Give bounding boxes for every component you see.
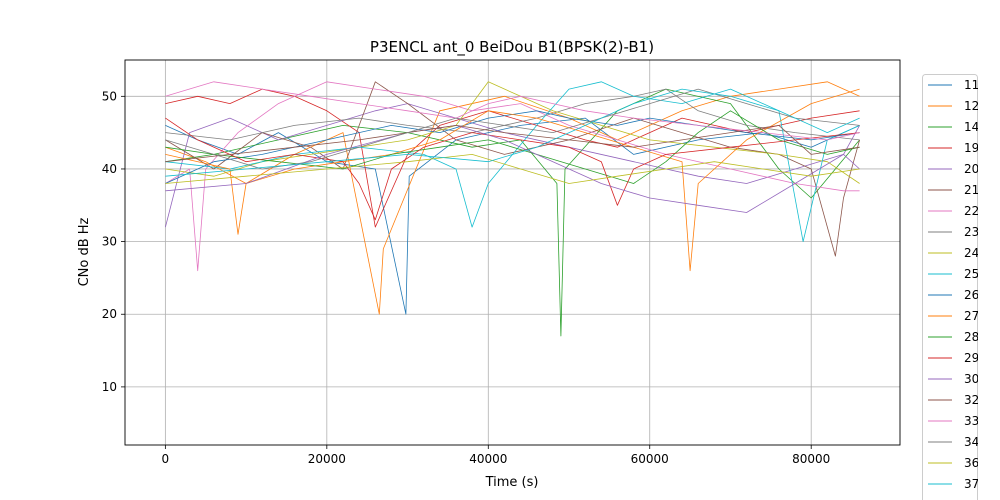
series-20-line — [165, 103, 860, 228]
legend: 11 12 14 19 20 21 22 23 24 25 26 27 28 29 30 32 33 34 36 37 — [922, 74, 978, 500]
series-29-line — [165, 117, 860, 221]
legend-label: 11 — [964, 78, 978, 92]
legend-label: 34 — [964, 435, 978, 449]
x-axis-label: Time (s) — [485, 475, 539, 490]
legend-label: 29 — [964, 351, 978, 365]
series-33-line — [165, 81, 860, 141]
legend-label: 22 — [964, 204, 978, 218]
legend-frame — [922, 74, 978, 500]
series-lines — [165, 81, 860, 337]
x-axis: 0 20000 40000 60000 80000 — [162, 445, 830, 466]
legend-label: 23 — [964, 225, 978, 239]
series-32-line — [165, 125, 860, 163]
y-tick-label: 10 — [102, 380, 117, 394]
series-30-line — [165, 125, 860, 213]
series-14-line — [165, 88, 860, 337]
legend-label: 19 — [964, 141, 978, 155]
legend-label: 24 — [964, 246, 978, 260]
series-34-line — [165, 88, 860, 170]
legend-label: 21 — [964, 183, 978, 197]
series-36-line — [165, 153, 860, 184]
series-12-line — [165, 81, 860, 315]
series-37-line — [165, 88, 860, 177]
series-24-line — [165, 81, 860, 184]
legend-label: 28 — [964, 330, 978, 344]
series-28-line — [165, 110, 860, 184]
y-tick-label: 50 — [102, 89, 117, 103]
legend-label: 33 — [964, 414, 978, 428]
legend-box: 11 12 14 19 20 21 22 23 24 25 26 27 28 29 30 32 33 34 36 37 — [922, 74, 978, 500]
legend-label: 12 — [964, 99, 978, 113]
x-tick-label: 60000 — [631, 452, 669, 466]
y-tick-label: 40 — [102, 162, 117, 176]
y-tick-label: 20 — [102, 307, 117, 321]
legend-label: 26 — [964, 288, 978, 302]
legend-label: 37 — [964, 477, 978, 491]
y-axis-label: CNo dB Hz — [77, 217, 92, 286]
legend-label: 36 — [964, 456, 978, 470]
legend-label: 30 — [964, 372, 978, 386]
plot-frame — [124, 59, 901, 446]
legend-label: 20 — [964, 162, 978, 176]
series-23-line — [165, 88, 860, 141]
series-22-line — [165, 81, 860, 272]
series-25-line — [165, 81, 860, 243]
series-27-line — [165, 88, 860, 272]
x-tick-label: 0 — [162, 452, 170, 466]
x-tick-label: 40000 — [469, 452, 507, 466]
chart-title: P3ENCL ant_0 BeiDou B1(BPSK(2)-B1) — [370, 38, 654, 57]
y-axis: 10 20 30 40 50 — [102, 89, 125, 394]
x-tick-label: 20000 — [308, 452, 346, 466]
legend-label: 27 — [964, 309, 978, 323]
legend-label: 32 — [964, 393, 978, 407]
y-tick-label: 30 — [102, 235, 117, 249]
grid — [125, 60, 900, 445]
series-26-line — [165, 110, 860, 184]
legend-label: 14 — [964, 120, 978, 134]
x-tick-label: 80000 — [792, 452, 830, 466]
legend-label: 25 — [964, 267, 978, 281]
